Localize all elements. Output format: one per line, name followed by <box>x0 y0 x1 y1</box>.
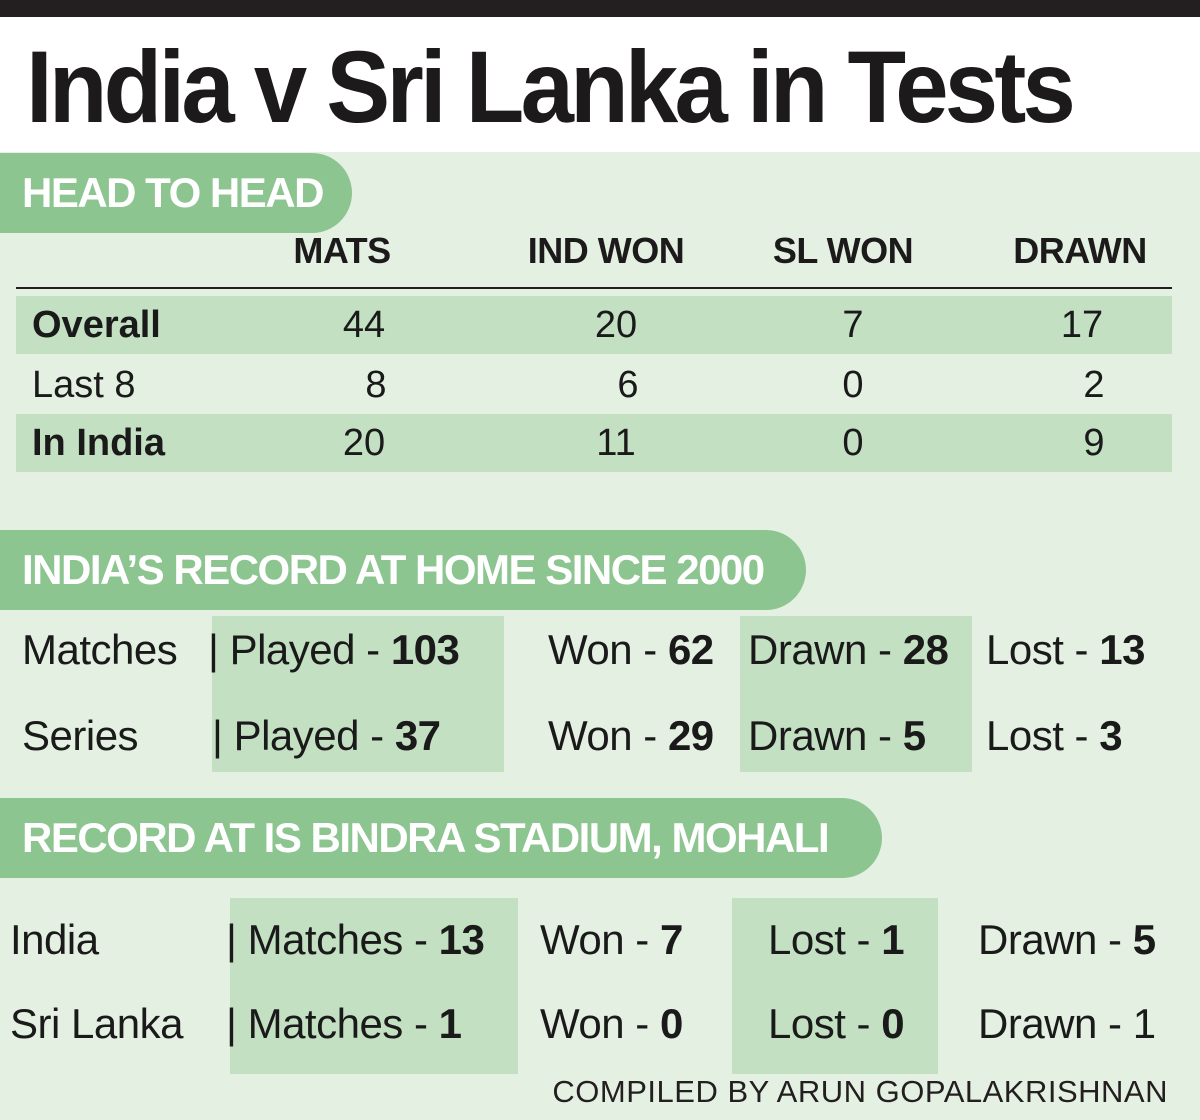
mohali-stat: Lost - 1 <box>768 916 905 963</box>
row-label: In India <box>32 422 165 464</box>
mohali-stat: Won - 7 <box>540 916 683 963</box>
credit-line: COMPILED BY ARUN GOPALAKRISHNAN <box>552 1074 1168 1109</box>
mohali-stat: | Matches - 13 <box>226 916 485 963</box>
home-record-row-label: Series <box>22 712 139 759</box>
head-to-head-row-last-8: Last 8 8 6 0 2 <box>16 356 1172 414</box>
home-record-stat: Drawn - 5 <box>748 712 926 759</box>
cell-mats: 20 <box>342 422 386 464</box>
col-header-drawn: DRAWN <box>1013 230 1147 271</box>
home-record-banner: INDIA’S RECORD AT HOME SINCE 2000 <box>0 530 806 610</box>
mohali-matches-shade <box>230 898 518 1074</box>
head-to-head-banner: HEAD TO HEAD <box>0 153 352 233</box>
cell-ind-won: 6 <box>617 364 639 406</box>
home-record-stat: Drawn - 28 <box>748 626 949 673</box>
cell-sl-won: 0 <box>842 422 864 464</box>
mohali-lost-shade <box>732 898 938 1074</box>
cell-drawn: 2 <box>1083 364 1105 406</box>
header-rule <box>16 287 1172 289</box>
col-header-mats: MATS <box>293 230 391 271</box>
mohali-row-label: India <box>10 916 99 963</box>
mohali-stat: Drawn - 5 <box>978 916 1156 963</box>
col-header-ind-won: IND WON <box>527 230 685 271</box>
cell-ind-won: 20 <box>594 304 638 346</box>
cell-sl-won: 7 <box>842 304 864 346</box>
cell-mats: 44 <box>342 304 386 346</box>
page-title: India v Sri Lanka in Tests <box>26 30 1076 144</box>
col-header-sl-won: SL WON <box>772 230 914 271</box>
row-label: Overall <box>32 304 161 346</box>
mohali-record-banner: RECORD AT IS BINDRA STADIUM, MOHALI <box>0 798 882 878</box>
cell-drawn: 17 <box>1060 304 1104 346</box>
home-record-stat: Won - 29 <box>548 712 714 759</box>
home-record-stat: Won - 62 <box>548 626 714 673</box>
home-record-stat: Lost - 13 <box>986 626 1145 673</box>
cell-drawn: 9 <box>1083 422 1105 464</box>
cell-ind-won: 11 <box>596 422 636 464</box>
cell-mats: 8 <box>365 364 387 406</box>
home-record-stat: Lost - 3 <box>986 712 1123 759</box>
head-to-head-row-overall: Overall 44 20 7 17 <box>16 296 1172 354</box>
home-record-drawn-shade <box>740 616 972 772</box>
mohali-stat: Lost - 0 <box>768 1000 905 1047</box>
mohali-stat: Won - 0 <box>540 1000 683 1047</box>
cell-sl-won: 0 <box>842 364 864 406</box>
home-record-stat: | Played - 103 <box>208 626 460 673</box>
mohali-stat: | Matches - 1 <box>226 1000 462 1047</box>
mohali-row-label: Sri Lanka <box>10 1000 183 1047</box>
home-record-row-label: Matches <box>22 626 178 673</box>
mohali-stat: Drawn - 1 <box>978 1000 1156 1047</box>
home-record-stat: | Played - 37 <box>212 712 441 759</box>
row-label: Last 8 <box>32 364 136 406</box>
home-record-played-shade <box>212 616 504 772</box>
head-to-head-row-in-india: In India 20 11 0 9 <box>16 414 1172 472</box>
top-bar <box>0 0 1200 17</box>
